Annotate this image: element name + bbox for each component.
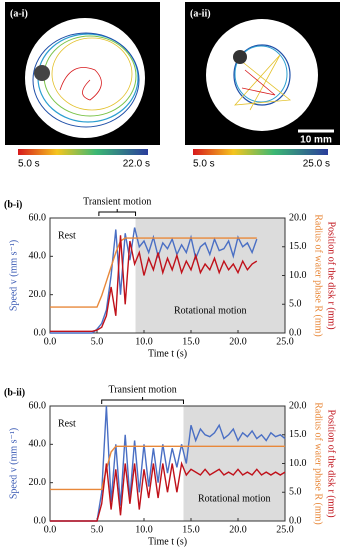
y2-axis-label: Radius of water phase R (mm) — [313, 214, 324, 336]
x-tick-label: 10.0 — [135, 524, 153, 535]
x-tick-label: 15.0 — [182, 524, 200, 535]
y-tick-label: 60.0 — [29, 400, 47, 411]
colorbar-label: 5.0 s — [193, 159, 215, 170]
panel-label: (b-ii) — [4, 387, 25, 398]
y2-tick-label: 10.0 — [289, 458, 307, 469]
x-tick-label: 10.0 — [135, 336, 153, 347]
series-line — [50, 460, 286, 522]
rotational-label: Rotational motion — [198, 493, 271, 504]
x-tick-label: 0.0 — [44, 524, 57, 535]
y2-tick-label: 15.0 — [289, 241, 307, 252]
x-tick-label: 25.0 — [276, 524, 294, 535]
transient-label: Transient motion — [83, 196, 151, 207]
x-axis-label: Time t (s) — [148, 536, 187, 547]
series-line — [50, 237, 257, 308]
y2-axis-label: Position of the disk r (mm) — [326, 409, 337, 517]
colorbar — [193, 149, 328, 155]
y-axis-label: Speed v (mm s⁻¹) — [8, 240, 19, 311]
x-tick-label: 20.0 — [229, 524, 247, 535]
panel-label: (b-i) — [4, 199, 22, 210]
x-tick-label: 15.0 — [182, 336, 200, 347]
series-line — [50, 445, 285, 491]
photo-a-i: (a-i) — [5, 2, 160, 145]
y2-tick-label: 15.0 — [289, 429, 307, 440]
panel-label: (a-i) — [10, 8, 28, 19]
series-line — [50, 227, 258, 334]
y2-tick-label: 0.0 — [289, 515, 302, 526]
colorbar — [18, 149, 148, 155]
rotational-region — [135, 218, 285, 333]
x-tick-label: 5.0 — [91, 336, 104, 347]
rotational-region — [183, 406, 285, 521]
y2-axis-label: Position of the disk r (mm) — [326, 221, 337, 329]
y2-tick-label: 20.0 — [289, 212, 307, 223]
x-tick-label: 25.0 — [276, 336, 294, 347]
scale-bar-label: 10 mm — [300, 135, 332, 146]
rest-label: Rest — [58, 418, 76, 429]
series-line — [50, 235, 258, 332]
transient-label: Transient motion — [108, 384, 176, 395]
y-tick-label: 20.0 — [29, 289, 47, 300]
photo-a-ii: (a-ii) 10 mm — [185, 2, 340, 146]
y-tick-label: 40.0 — [29, 251, 47, 262]
y2-tick-label: 10.0 — [289, 270, 307, 281]
y-tick-label: 0.0 — [34, 327, 47, 338]
x-tick-label: 20.0 — [229, 336, 247, 347]
rest-label: Rest — [58, 230, 76, 241]
colorbar-label: 25.0 s — [303, 159, 330, 170]
y2-tick-label: 5.0 — [289, 487, 302, 498]
x-tick-label: 5.0 — [91, 524, 104, 535]
y2-axis-label: Radius of water phase R (mm) — [313, 402, 324, 524]
colorbar-label: 5.0 s — [18, 159, 40, 170]
panel-label: (a-ii) — [190, 8, 211, 19]
y-tick-label: 60.0 — [29, 212, 47, 223]
transient-bracket — [98, 209, 137, 216]
y-tick-label: 20.0 — [29, 477, 47, 488]
y-tick-label: 40.0 — [29, 439, 47, 450]
y-tick-label: 0.0 — [34, 515, 47, 526]
y2-tick-label: 5.0 — [289, 299, 302, 310]
transient-bracket — [101, 397, 184, 404]
colorbar-label: 22.0 s — [123, 159, 150, 170]
y2-tick-label: 20.0 — [289, 400, 307, 411]
y2-tick-label: 0.0 — [289, 327, 302, 338]
x-axis-label: Time t (s) — [148, 348, 187, 359]
rotational-label: Rotational motion — [174, 305, 247, 316]
y-axis-label: Speed v (mm s⁻¹) — [8, 428, 19, 499]
x-tick-label: 0.0 — [44, 336, 57, 347]
